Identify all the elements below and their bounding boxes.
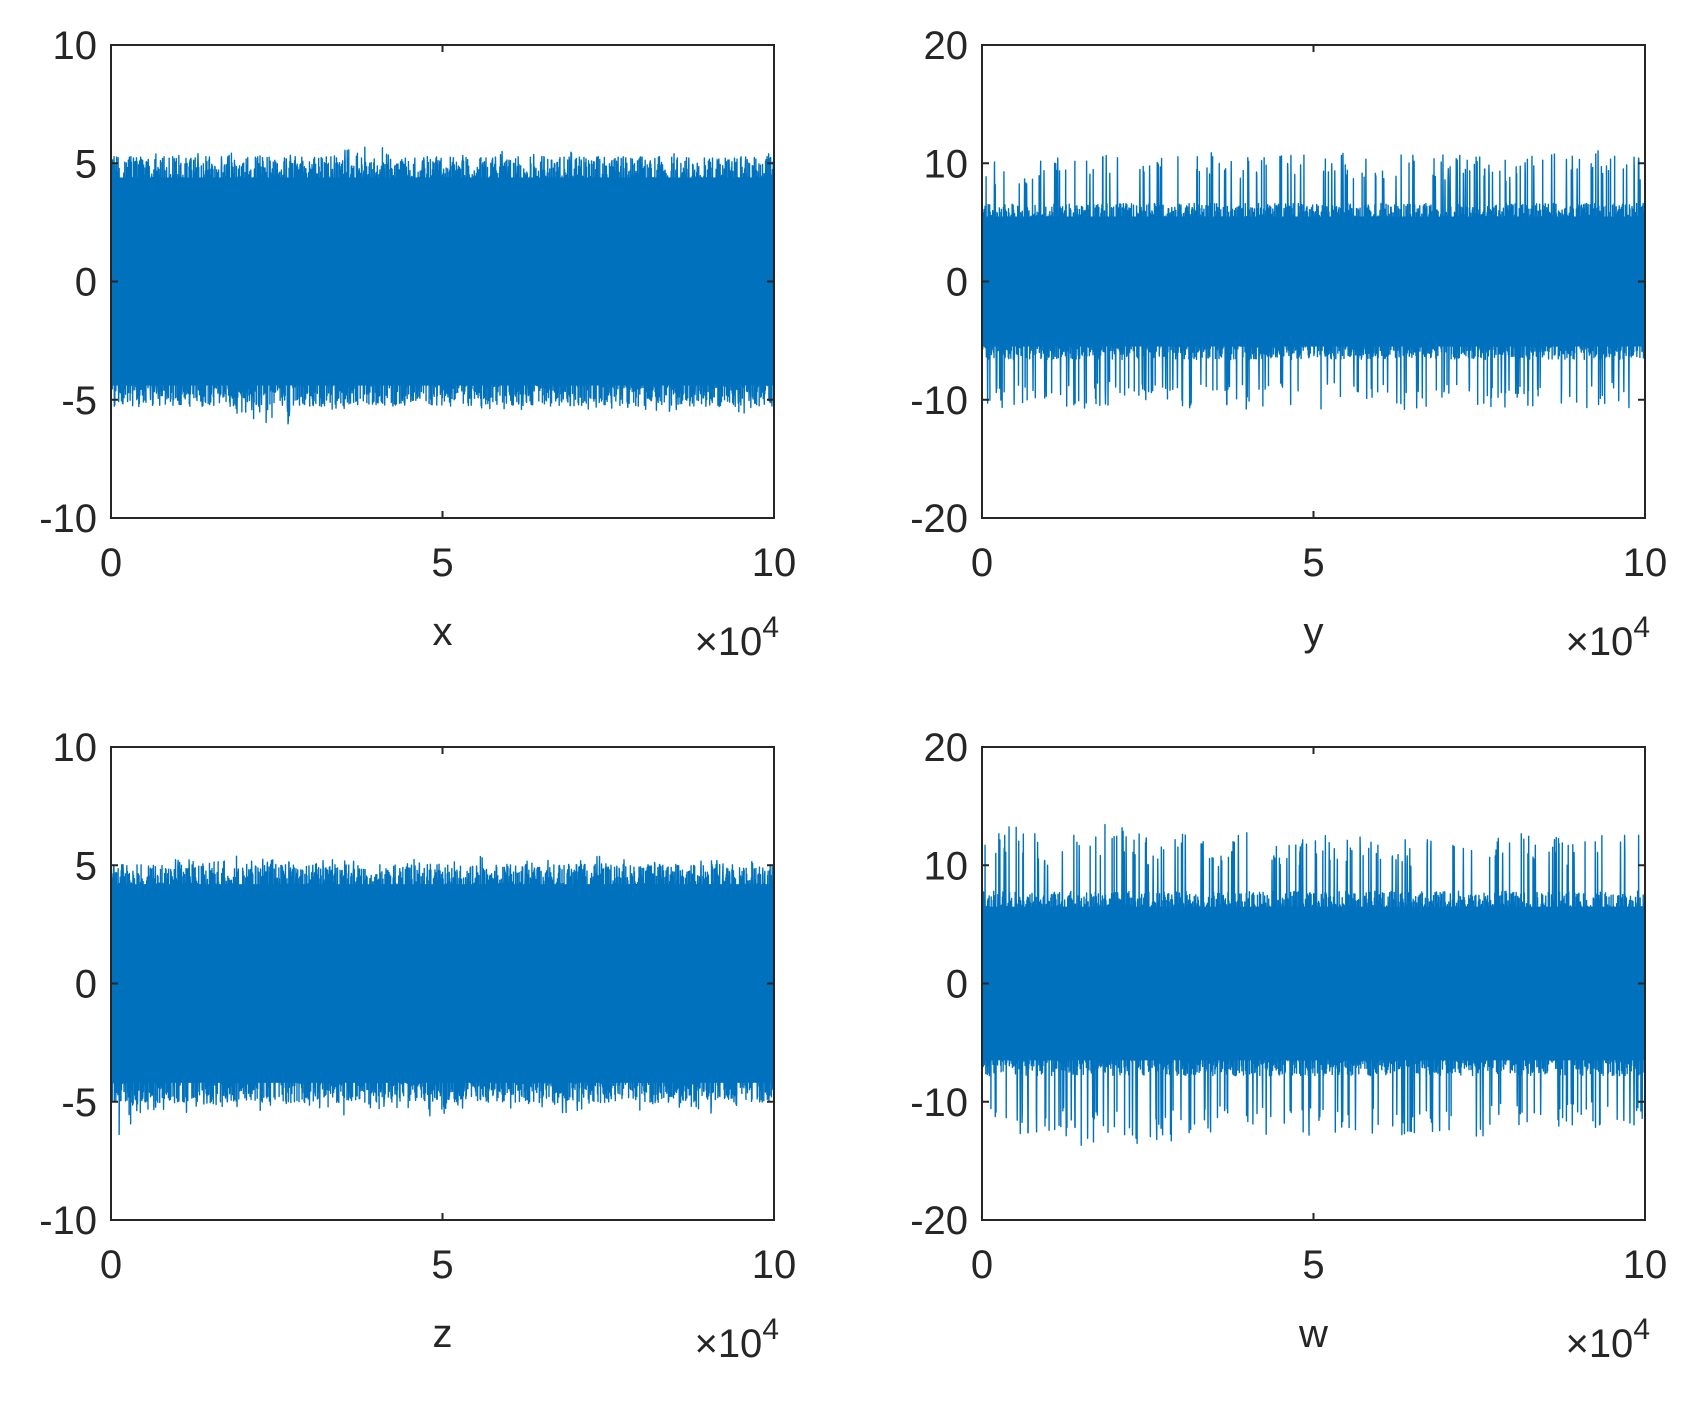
x-tick-label: 10 [1623,1243,1668,1287]
x-tick-label: 5 [1302,541,1324,585]
y-tick-label: -5 [61,1081,97,1125]
y-tick-label: 10 [924,844,969,888]
x-axis-label: y [1304,610,1324,654]
series-core-band-z [111,884,774,1083]
x-exponent-label: ×104 [1565,1313,1650,1366]
series-core-band-y [982,216,1645,347]
y-tick-label: 10 [53,726,98,770]
x-exponent-label: ×104 [694,611,779,664]
x-tick-label: 10 [752,1243,797,1287]
y-tick-label: -10 [910,1081,968,1125]
y-tick-label: -5 [61,379,97,423]
x-tick-label: 0 [100,541,122,585]
y-tick-label: 20 [924,24,969,68]
y-tick-label: 0 [75,963,97,1007]
y-tick-label: 10 [53,24,98,68]
subplot-x: 0 5 10 -10 -5 0 5 10 x ×104 [39,24,796,664]
x-exponent-label: ×104 [1565,611,1650,664]
x-tick-label: 0 [971,1243,993,1287]
x-tick-label: 5 [431,541,453,585]
y-tick-label: 0 [75,261,97,305]
y-tick-label: 5 [75,142,97,186]
y-tick-label: -10 [39,497,97,541]
x-axis-label: w [1298,1312,1328,1356]
x-tick-label: 10 [1623,541,1668,585]
x-tick-label: 10 [752,541,797,585]
y-tick-label: 5 [75,844,97,888]
x-tick-label: 5 [1302,1243,1324,1287]
y-tick-label: 20 [924,726,969,770]
series-core-band-x [111,177,774,386]
subplot-z: 0 5 10 -10 -5 0 5 10 z ×104 [39,726,796,1366]
x-tick-label: 5 [431,1243,453,1287]
series-core-band-w [982,906,1645,1061]
y-tick-label: -20 [910,1199,968,1243]
x-exponent-label: ×104 [694,1313,779,1366]
x-axis-label: z [433,1312,453,1356]
y-tick-label: 10 [924,142,969,186]
y-tick-label: -20 [910,497,968,541]
y-tick-label: -10 [910,379,968,423]
subplot-w: 0 5 10 -20 -10 0 10 20 w ×104 [910,726,1667,1366]
y-tick-label: 0 [946,963,968,1007]
x-tick-label: 0 [100,1243,122,1287]
y-tick-label: -10 [39,1199,97,1243]
x-axis-label: x [433,610,453,654]
x-tick-label: 0 [971,541,993,585]
subplot-y: 0 5 10 -20 -10 0 10 20 y ×104 [910,24,1667,664]
y-tick-label: 0 [946,261,968,305]
